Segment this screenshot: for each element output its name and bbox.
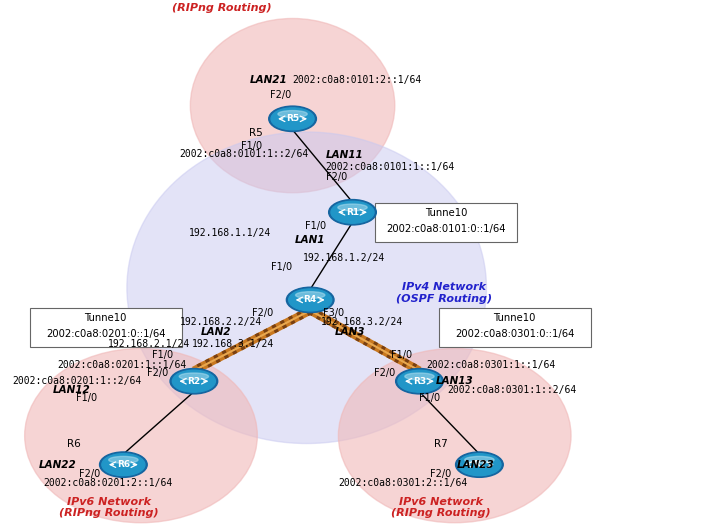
Text: LAN3: LAN3: [335, 327, 365, 336]
Ellipse shape: [458, 454, 501, 476]
Ellipse shape: [172, 370, 216, 392]
Text: F2/0: F2/0: [147, 369, 168, 378]
Text: R2: R2: [188, 376, 200, 386]
Text: F2/0: F2/0: [79, 469, 100, 479]
Text: IPv4 Network
(OSPF Routing): IPv4 Network (OSPF Routing): [396, 282, 492, 304]
Text: F1/0: F1/0: [76, 393, 97, 403]
Text: 2002:c0a8:0101:2::1/64: 2002:c0a8:0101:2::1/64: [293, 76, 422, 85]
Ellipse shape: [269, 106, 317, 131]
Text: Tunne10: Tunne10: [85, 314, 127, 323]
Ellipse shape: [286, 287, 334, 313]
Text: F2/0: F2/0: [270, 90, 291, 100]
Ellipse shape: [170, 369, 218, 394]
Text: LAN23: LAN23: [457, 460, 495, 469]
Text: 2002:c0a8:0201:1::2/64: 2002:c0a8:0201:1::2/64: [13, 376, 142, 386]
Text: F1/0: F1/0: [391, 350, 412, 360]
Text: F1/0: F1/0: [419, 393, 441, 403]
Text: 192.168.3.2/24: 192.168.3.2/24: [321, 317, 403, 327]
Text: R3: R3: [413, 376, 426, 386]
Text: LAN11: LAN11: [326, 150, 364, 160]
Ellipse shape: [190, 18, 395, 193]
Text: LAN22: LAN22: [38, 460, 76, 469]
Text: F2/0: F2/0: [326, 173, 347, 182]
Text: LAN21: LAN21: [250, 76, 288, 85]
Text: 2002:c0a8:0301:0::1/64: 2002:c0a8:0301:0::1/64: [455, 329, 575, 339]
Text: 2002:c0a8:0201:2::1/64: 2002:c0a8:0201:2::1/64: [44, 478, 173, 487]
Text: 2002:c0a8:0301:2::1/64: 2002:c0a8:0301:2::1/64: [338, 478, 467, 487]
Text: F2/0: F2/0: [430, 469, 451, 479]
Text: 192.168.2.1/24: 192.168.2.1/24: [108, 340, 190, 349]
Ellipse shape: [338, 348, 571, 523]
Text: R1: R1: [346, 208, 359, 217]
Text: R4: R4: [304, 295, 317, 305]
Text: F1/0: F1/0: [152, 350, 173, 360]
Text: F1/0: F1/0: [271, 262, 293, 272]
Ellipse shape: [288, 289, 332, 311]
Text: IPv6 Network
(RIPng Routing): IPv6 Network (RIPng Routing): [59, 497, 159, 518]
Ellipse shape: [329, 200, 376, 225]
Text: F1/0: F1/0: [241, 142, 262, 151]
Text: 2002:c0a8:0101:0::1/64: 2002:c0a8:0101:0::1/64: [386, 224, 505, 233]
Ellipse shape: [398, 370, 441, 392]
Text: F1/0: F1/0: [305, 221, 326, 231]
Ellipse shape: [109, 456, 138, 463]
Text: 2002:c0a8:0301:1::2/64: 2002:c0a8:0301:1::2/64: [448, 385, 577, 394]
Ellipse shape: [179, 373, 209, 380]
Text: 192.168.1.1/24: 192.168.1.1/24: [189, 229, 271, 238]
Text: R6: R6: [117, 460, 130, 469]
Text: R6: R6: [67, 439, 81, 448]
Text: Tunne10: Tunne10: [493, 314, 536, 323]
Text: F2/0: F2/0: [252, 308, 274, 317]
Text: 2002:c0a8:0101:1::1/64: 2002:c0a8:0101:1::1/64: [326, 162, 455, 172]
Text: 2002:c0a8:0201:1::1/64: 2002:c0a8:0201:1::1/64: [58, 361, 187, 370]
Text: 192.168.2.2/24: 192.168.2.2/24: [180, 317, 262, 327]
FancyBboxPatch shape: [439, 308, 591, 347]
Ellipse shape: [127, 132, 486, 444]
Ellipse shape: [405, 373, 434, 380]
Text: R7: R7: [434, 439, 448, 448]
Ellipse shape: [396, 369, 443, 394]
Text: F3/0: F3/0: [323, 308, 344, 317]
Text: LAN1: LAN1: [295, 235, 326, 245]
Text: 192.168.3.1/24: 192.168.3.1/24: [192, 340, 274, 349]
Ellipse shape: [271, 108, 314, 130]
Text: R7: R7: [473, 460, 486, 469]
Ellipse shape: [102, 454, 145, 476]
Text: F2/0: F2/0: [374, 369, 395, 378]
Text: R5: R5: [286, 114, 299, 124]
Text: LAN13: LAN13: [436, 376, 474, 386]
Text: 2002:c0a8:0301:1::1/64: 2002:c0a8:0301:1::1/64: [426, 361, 555, 370]
Text: 192.168.1.2/24: 192.168.1.2/24: [303, 253, 386, 262]
Ellipse shape: [465, 456, 494, 463]
Text: LAN2: LAN2: [201, 327, 231, 336]
Text: IPv6 Network
(RIPng Routing): IPv6 Network (RIPng Routing): [391, 497, 491, 518]
Text: LAN12: LAN12: [53, 385, 91, 394]
Ellipse shape: [278, 110, 307, 117]
Text: Tunne10: Tunne10: [424, 208, 467, 218]
Text: 2002:c0a8:0101:1::2/64: 2002:c0a8:0101:1::2/64: [180, 149, 309, 159]
Ellipse shape: [331, 201, 374, 223]
Ellipse shape: [338, 204, 367, 211]
Ellipse shape: [455, 452, 503, 477]
Text: R5: R5: [248, 128, 262, 138]
Ellipse shape: [295, 291, 325, 298]
FancyBboxPatch shape: [30, 308, 182, 347]
Text: IPv6 Network
(RIPng Routing): IPv6 Network (RIPng Routing): [172, 0, 272, 13]
Ellipse shape: [99, 452, 147, 477]
FancyBboxPatch shape: [375, 203, 517, 242]
Text: 2002:c0a8:0201:0::1/64: 2002:c0a8:0201:0::1/64: [46, 329, 166, 339]
Ellipse shape: [25, 348, 257, 523]
